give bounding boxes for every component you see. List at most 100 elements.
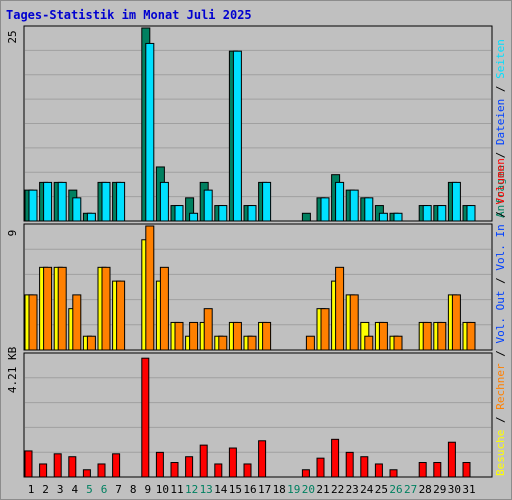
bar-seiten	[466, 205, 476, 222]
x-tick-label: 10	[156, 483, 169, 496]
x-tick-label: 21	[316, 483, 329, 496]
bar-volumen	[389, 469, 398, 478]
bar-volumen	[360, 456, 369, 478]
x-tick-label: 1	[28, 483, 35, 496]
bar-seiten	[378, 212, 388, 222]
bar-rechner	[189, 321, 199, 351]
bar-seiten	[145, 42, 155, 222]
bar-seiten	[116, 181, 126, 222]
x-tick-label: 25	[375, 483, 388, 496]
bar-volumen	[185, 456, 194, 478]
bar-volumen	[301, 469, 310, 478]
bar-rechner	[305, 335, 315, 351]
bar-volumen	[170, 462, 179, 478]
bar-rechner	[335, 266, 345, 351]
legend-separator: /	[494, 204, 507, 224]
legend-group: Besuche / Rechner / Vol. Out / Vol. In /…	[494, 158, 507, 476]
bar-seiten	[203, 189, 213, 222]
x-tick-label: 27	[404, 483, 417, 496]
bar-volumen	[39, 463, 48, 478]
x-tick-label: 23	[346, 483, 359, 496]
bar-seiten	[335, 181, 345, 222]
bar-seiten	[262, 181, 272, 222]
bar-rechner	[28, 294, 38, 351]
bar-rechner	[174, 321, 184, 351]
bar-seiten	[72, 197, 82, 222]
legend-item: Volumen	[494, 158, 507, 204]
bar-rechner	[232, 321, 242, 351]
x-tick-label: 18	[273, 483, 286, 496]
x-tick-label: 26	[389, 483, 402, 496]
legend-separator: /	[494, 344, 507, 364]
bar-rechner	[247, 335, 257, 351]
bar-volumen	[141, 357, 150, 478]
bar-seiten	[247, 205, 257, 222]
bar-rechner	[349, 294, 359, 351]
x-tick-label: 11	[170, 483, 183, 496]
bar-rechner	[262, 321, 272, 351]
bar-rechner	[378, 321, 388, 351]
y-axis-label: 9	[6, 230, 19, 237]
bar-rechner	[203, 308, 213, 351]
x-tick-label: 16	[243, 483, 256, 496]
bar-seiten	[174, 205, 184, 222]
bar-volumen	[214, 463, 223, 478]
bar-rechner	[57, 266, 67, 351]
bar-rechner	[422, 321, 432, 351]
panel-3-frame	[23, 352, 493, 478]
bar-rechner	[145, 225, 155, 351]
x-tick-label: 3	[57, 483, 64, 496]
bar-volumen	[433, 462, 442, 478]
legend-item: Rechner	[494, 363, 507, 410]
x-tick-label: 20	[302, 483, 315, 496]
bar-seiten	[189, 212, 199, 222]
bar-seiten	[364, 197, 374, 222]
bar-volumen	[374, 463, 383, 478]
x-tick-label: 14	[214, 483, 228, 496]
legend-item: Anfragen	[494, 165, 507, 218]
bar-volumen	[258, 440, 267, 478]
legend-item: Besuche	[494, 430, 507, 476]
bar-seiten	[349, 189, 359, 222]
bar-rechner	[466, 321, 476, 351]
bar-seiten	[159, 181, 169, 222]
chart-title: Tages-Statistik im Monat Juli 2025	[6, 8, 252, 22]
bar-volumen	[447, 441, 456, 478]
bar-volumen	[462, 462, 471, 478]
bar-rechner	[393, 335, 403, 351]
bar-rechner	[116, 280, 126, 351]
bar-anfragen	[301, 212, 311, 222]
bar-rechner	[43, 266, 53, 351]
x-tick-label: 13	[200, 483, 213, 496]
bar-seiten	[43, 181, 53, 222]
bar-volumen	[82, 469, 91, 478]
bar-rechner	[320, 308, 330, 351]
bar-rechner	[451, 294, 461, 351]
bar-rechner	[72, 294, 82, 351]
legend-separator: /	[494, 271, 507, 291]
x-tick-label: 6	[101, 483, 108, 496]
bar-volumen	[97, 463, 106, 478]
bar-volumen	[155, 451, 164, 478]
bar-volumen	[199, 444, 208, 478]
bar-seiten	[86, 212, 96, 222]
bar-volumen	[228, 447, 237, 478]
x-tick-label: 2	[42, 483, 49, 496]
x-tick-label: 17	[258, 483, 271, 496]
x-tick-label: 15	[229, 483, 242, 496]
bar-seiten	[232, 50, 242, 222]
x-tick-label: 28	[419, 483, 432, 496]
bar-seiten	[101, 181, 111, 222]
x-tick-label: 12	[185, 483, 198, 496]
bar-seiten	[320, 197, 330, 222]
x-tick-label: 9	[144, 483, 151, 496]
bar-rechner	[101, 266, 111, 351]
legend-item: Vol. In	[494, 224, 507, 270]
bar-volumen	[243, 463, 252, 478]
x-tick-label: 24	[360, 483, 374, 496]
bar-volumen	[331, 438, 340, 478]
bar-volumen	[316, 457, 325, 478]
x-tick-label: 7	[115, 483, 122, 496]
x-tick-label: 8	[130, 483, 137, 496]
